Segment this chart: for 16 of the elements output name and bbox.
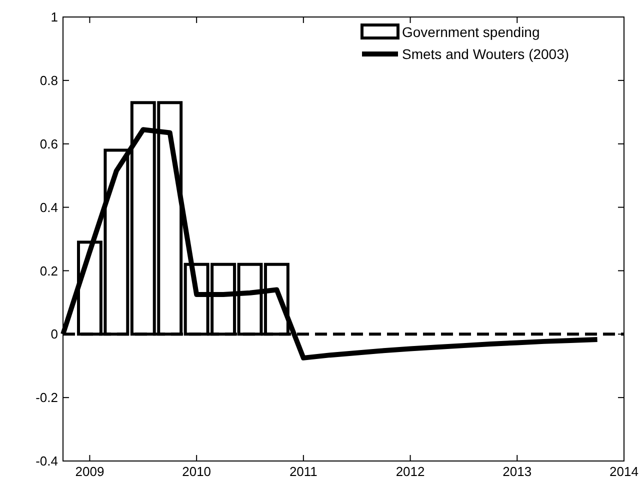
x-tick-label: 2013 xyxy=(502,464,532,479)
x-tick-label: 2009 xyxy=(75,464,104,479)
legend-label: Smets and Wouters (2003) xyxy=(402,46,570,62)
y-tick-label: 0.6 xyxy=(40,136,58,152)
x-tick-label: 2011 xyxy=(289,464,318,479)
legend-label: Government spending xyxy=(402,24,540,40)
y-tick-label: 0.4 xyxy=(40,200,58,215)
y-tick-label: -0.4 xyxy=(36,454,58,469)
y-tick-label: -0.2 xyxy=(36,390,58,406)
x-tick-label: 2014 xyxy=(610,464,638,479)
x-tick-label: 2012 xyxy=(396,464,425,479)
y-tick-label: 0.2 xyxy=(40,263,58,278)
y-tick-label: 0 xyxy=(50,326,58,342)
y-tick-label: 1 xyxy=(50,10,58,25)
y-tick-label: 0.8 xyxy=(40,72,58,88)
x-tick-label: 2010 xyxy=(182,464,212,479)
